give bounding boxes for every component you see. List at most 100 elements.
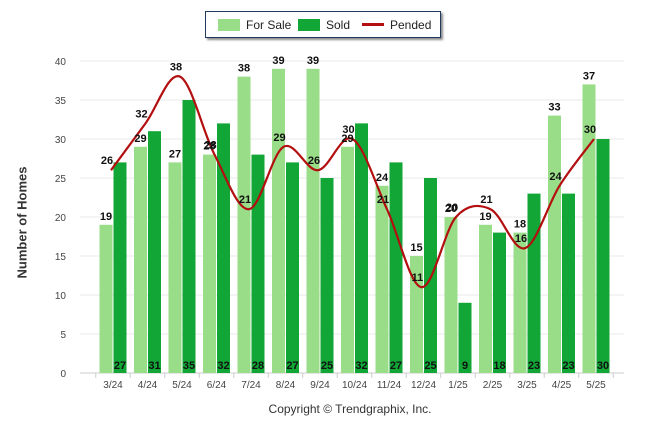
- data-label-sold: 27: [114, 360, 126, 372]
- data-label-pended: 29: [273, 132, 285, 144]
- data-label-sold: 18: [493, 360, 505, 372]
- data-labels: 1927262931322735382832283828213927293925…: [100, 55, 609, 372]
- bar-sold: [286, 162, 299, 373]
- data-label-for-sale: 19: [100, 211, 112, 223]
- bar-for-sale: [341, 146, 354, 373]
- legend: For Sale Sold Pended: [205, 11, 441, 38]
- bar-for-sale: [479, 224, 492, 373]
- data-label-sold: 23: [562, 360, 574, 372]
- bar-sold: [217, 123, 230, 374]
- data-label-for-sale: 15: [410, 242, 422, 254]
- data-label-pended: 30: [584, 124, 596, 136]
- data-label-pended: 32: [135, 108, 147, 120]
- bar-for-sale: [582, 84, 596, 374]
- y-tick-label: 10: [55, 291, 67, 302]
- y-tick-label: 5: [60, 330, 66, 341]
- bar-for-sale: [444, 217, 458, 373]
- bar-for-sale: [375, 185, 389, 373]
- data-label-for-sale: 33: [548, 102, 560, 114]
- data-label-for-sale: 19: [479, 211, 491, 223]
- bar-sold: [596, 139, 610, 373]
- data-label-pended: 24: [549, 171, 562, 183]
- data-label-sold: 23: [528, 360, 540, 372]
- bar-sold: [355, 123, 368, 374]
- data-label-sold: 30: [597, 360, 609, 372]
- data-label-sold: 27: [286, 360, 298, 372]
- y-tick-label: 35: [55, 96, 67, 107]
- x-tick-labels: 3/24 4/24 5/24 6/24 7/24 8/24 9/24 10/24 11/24 12…: [103, 380, 606, 391]
- legend-label-pended: Pended: [390, 17, 432, 32]
- bar-sold: [458, 302, 472, 373]
- x-tick-label: 12/24: [411, 380, 436, 391]
- data-label-pended: 21: [480, 194, 492, 206]
- data-label-pended: 30: [342, 124, 354, 136]
- bar-sold: [527, 193, 541, 373]
- pended-swatch: [362, 23, 384, 26]
- bar-sold: [251, 154, 265, 373]
- bar-sold: [113, 162, 127, 373]
- bar-sold: [389, 162, 403, 373]
- for-sale-swatch: [218, 18, 240, 31]
- data-label-for-sale: 37: [583, 70, 595, 82]
- bar-for-sale: [134, 146, 147, 373]
- x-tick-label: 5/25: [586, 380, 606, 391]
- data-label-for-sale: 39: [272, 55, 284, 67]
- data-label-for-sale: 39: [307, 55, 319, 67]
- data-label-for-sale: 38: [238, 63, 250, 75]
- bar-for-sale: [306, 68, 320, 374]
- x-tick-label: 8/24: [276, 380, 296, 391]
- bar-sold: [493, 232, 506, 373]
- x-tick-label: 3/24: [103, 380, 123, 391]
- data-label-for-sale: 20: [445, 203, 457, 215]
- y-tick-label: 20: [55, 213, 67, 224]
- data-label-for-sale: 29: [341, 133, 353, 145]
- x-tick-label: 7/24: [241, 380, 261, 391]
- pended-line-layer: [110, 75, 595, 289]
- data-label-for-sale: 29: [134, 133, 146, 145]
- x-tick-label: 4/25: [552, 380, 572, 391]
- legend-label-for-sale: For Sale: [246, 17, 292, 32]
- data-label-sold: 32: [217, 360, 229, 372]
- data-label-pended: 21: [239, 194, 251, 206]
- data-label-pended: 26: [101, 155, 113, 167]
- data-label-pended: 16: [515, 233, 527, 245]
- x-tick-label: 1/25: [448, 380, 468, 391]
- data-label-for-sale: 27: [169, 148, 181, 160]
- sold-swatch: [298, 18, 320, 31]
- data-label-sold: 31: [148, 360, 160, 372]
- bar-sold: [320, 178, 334, 373]
- legend-label-sold: Sold: [326, 17, 351, 32]
- x-tick-label: 4/24: [138, 380, 158, 391]
- bar-for-sale: [237, 76, 251, 373]
- data-label-sold: 9: [462, 360, 468, 372]
- y-tick-label: 40: [55, 57, 67, 68]
- bar-for-sale: [272, 68, 285, 374]
- y-tick-labels: 0 5 10 15 20 25 30 35 40: [55, 57, 67, 380]
- data-label-sold: 35: [183, 360, 195, 372]
- x-tick-label: 9/24: [310, 380, 330, 391]
- bar-for-sale: [513, 232, 527, 373]
- data-label-pended: 28: [204, 140, 216, 152]
- copyright-text: Copyright © Trendgraphix, Inc.: [268, 402, 432, 416]
- y-axis-label: Number of Homes: [14, 166, 30, 279]
- y-tick-label: 15: [55, 252, 67, 263]
- x-tick-label: 3/25: [517, 380, 537, 391]
- legend-item-for-sale[interactable]: For Sale: [218, 12, 291, 37]
- data-label-sold: 32: [355, 360, 367, 372]
- bars: [99, 68, 610, 374]
- x-tick-label: 2/25: [483, 380, 503, 391]
- data-label-pended: 20: [446, 202, 458, 214]
- y-tick-label: 0: [60, 369, 66, 380]
- legend-item-pended[interactable]: Pended: [362, 12, 431, 37]
- data-label-sold: 25: [321, 360, 333, 372]
- data-label-sold: 28: [252, 360, 264, 372]
- data-label-for-sale: 18: [514, 219, 526, 231]
- data-label-pended: 38: [170, 62, 182, 74]
- legend-item-sold[interactable]: Sold: [298, 12, 350, 37]
- bar-for-sale: [99, 224, 113, 373]
- bar-for-sale: [168, 162, 182, 373]
- data-label-pended: 21: [377, 194, 389, 206]
- bar-sold: [182, 100, 196, 373]
- bar-sold: [148, 131, 161, 373]
